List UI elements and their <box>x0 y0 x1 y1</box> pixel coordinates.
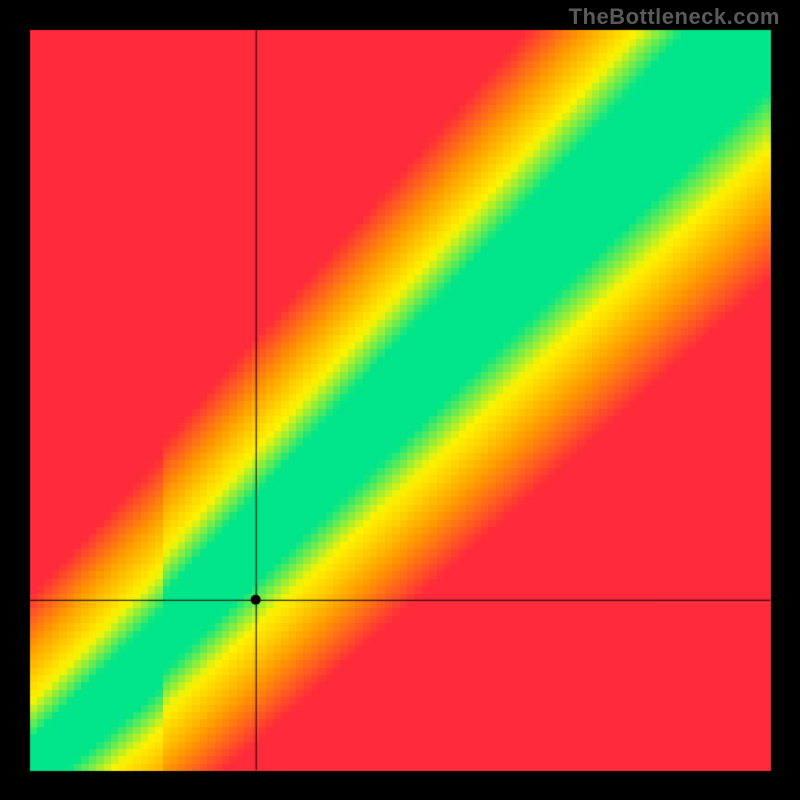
watermark-text: TheBottleneck.com <box>569 4 780 30</box>
chart-container: TheBottleneck.com <box>0 0 800 800</box>
heatmap-canvas <box>0 0 800 800</box>
